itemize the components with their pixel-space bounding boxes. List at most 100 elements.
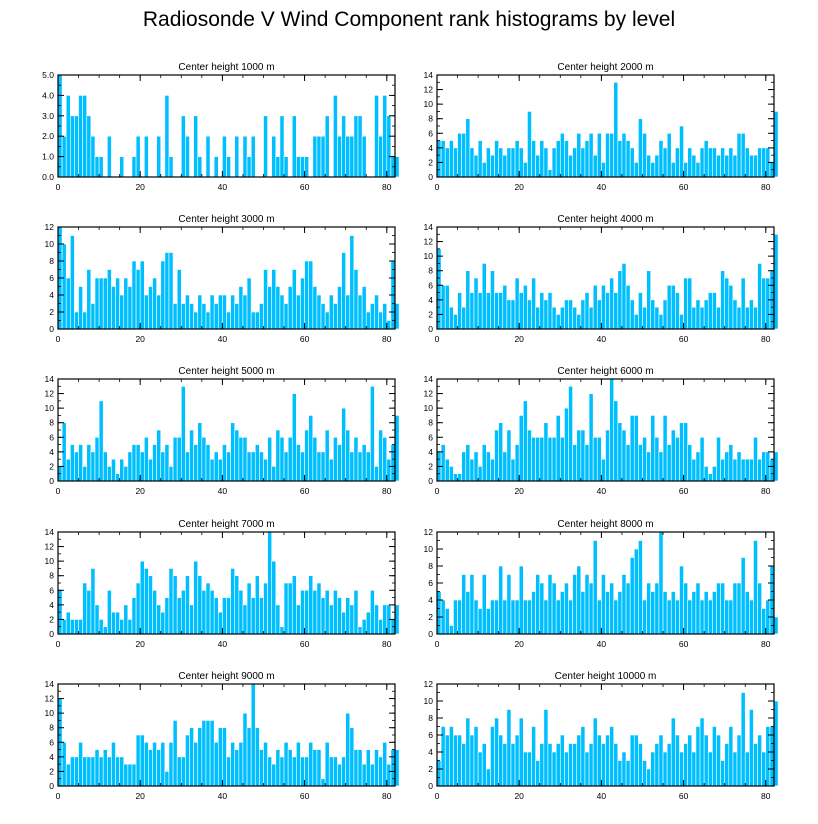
bar — [308, 415, 314, 482]
bar — [506, 147, 512, 178]
bar — [283, 582, 289, 635]
x-tick-label: 80 — [761, 486, 771, 496]
y-tick-label: 4 — [428, 747, 433, 757]
bar — [349, 604, 355, 635]
bar — [572, 444, 578, 482]
y-tick-label: 10 — [424, 696, 434, 706]
bar — [176, 269, 182, 330]
bar — [357, 749, 363, 787]
panel-7: Center height 7000 m 0 20 40 60 80 0 2 4 6 8 10 12 14 — [45, 519, 400, 649]
bar — [119, 156, 125, 178]
bar — [527, 751, 532, 787]
bar — [230, 422, 236, 482]
bar — [518, 717, 524, 787]
bar — [222, 135, 227, 178]
bar — [98, 156, 104, 178]
bar — [642, 436, 647, 482]
bar — [477, 140, 483, 178]
bar — [131, 763, 137, 787]
bar — [370, 763, 375, 787]
bar — [576, 565, 582, 635]
bar — [728, 726, 734, 787]
bar — [625, 760, 631, 787]
bar — [469, 147, 475, 178]
bar — [279, 436, 285, 482]
x-tick-label: 0 — [435, 639, 440, 649]
bar — [242, 135, 248, 178]
y-tick-label: 10 — [424, 403, 434, 413]
x-tick-label: 20 — [135, 791, 145, 801]
bar — [197, 156, 203, 178]
bar — [82, 756, 88, 787]
bar — [473, 599, 479, 635]
bar — [164, 597, 170, 635]
bar — [749, 458, 754, 482]
bar — [176, 756, 182, 787]
bar — [695, 451, 701, 482]
bar — [506, 299, 512, 330]
bar — [527, 429, 532, 482]
bar — [144, 741, 149, 787]
x-tick-label: 60 — [679, 486, 689, 496]
bar — [287, 436, 293, 482]
bar — [250, 683, 256, 787]
bar — [135, 444, 141, 482]
bar — [333, 436, 338, 482]
bar — [394, 604, 400, 635]
bar — [720, 270, 725, 330]
y-tick-label: 2 — [428, 461, 433, 471]
bar — [300, 156, 305, 178]
bar — [629, 147, 635, 178]
bar — [176, 436, 182, 482]
bar — [654, 306, 660, 330]
x-tick-label: 60 — [300, 182, 310, 192]
bar — [164, 252, 170, 330]
bar — [646, 154, 652, 178]
bar — [490, 599, 495, 635]
bar — [502, 743, 508, 787]
bar — [740, 557, 746, 635]
bar — [609, 277, 615, 330]
bar — [531, 140, 536, 178]
y-tick-label: 12 — [424, 237, 434, 247]
bar — [510, 147, 516, 178]
bar — [254, 311, 260, 330]
bar — [477, 608, 483, 635]
bar — [527, 299, 532, 330]
panel-8: Center height 8000 m 0 20 40 60 80 0 2 4 6 8 10 12 — [424, 519, 779, 649]
bar — [226, 451, 231, 482]
bar — [213, 303, 219, 330]
bar — [699, 306, 705, 330]
bar — [683, 582, 688, 635]
bar — [102, 626, 108, 635]
bar — [226, 311, 231, 330]
x-tick-label: 0 — [435, 182, 440, 192]
bar — [724, 451, 730, 482]
bar — [539, 436, 545, 482]
bar — [707, 599, 713, 635]
bar — [222, 294, 227, 330]
bar — [510, 743, 516, 787]
bar — [720, 760, 725, 787]
y-tick-label: 5.0 — [42, 70, 54, 80]
bar — [506, 429, 512, 482]
bar — [238, 436, 244, 482]
bar — [518, 147, 524, 178]
x-tick-label: 20 — [135, 182, 145, 192]
y-tick-label: 0 — [428, 476, 433, 486]
bar — [370, 385, 375, 482]
bar — [453, 734, 458, 787]
bar — [378, 311, 383, 330]
bar — [180, 303, 186, 330]
bar — [629, 299, 635, 330]
bar — [712, 147, 717, 178]
bar — [238, 741, 244, 787]
bar — [453, 473, 458, 482]
x-tick-label: 40 — [597, 791, 607, 801]
bar — [250, 597, 256, 635]
bar — [148, 286, 153, 330]
bar — [160, 451, 166, 482]
y-tick-label: 12 — [424, 389, 434, 399]
panel-title: Center height 6000 m — [557, 366, 653, 377]
bar — [551, 306, 557, 330]
